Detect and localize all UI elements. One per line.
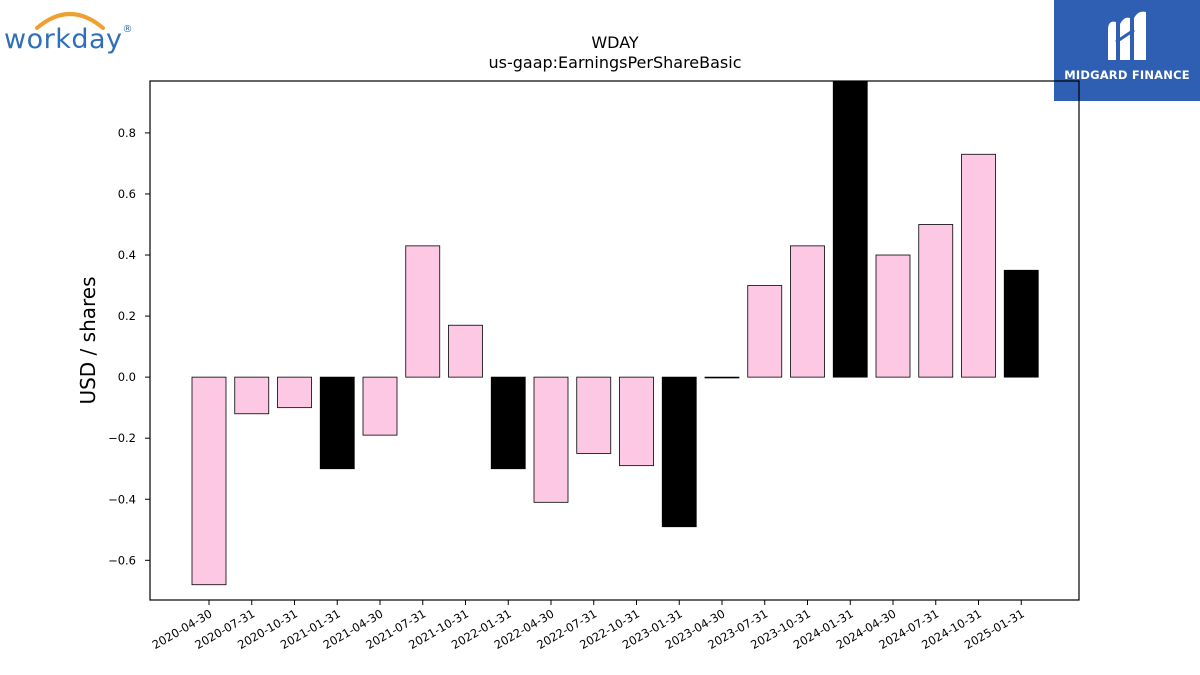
y-tick-label: 0.2: [118, 309, 136, 323]
bar: [319, 376, 355, 470]
workday-logo-text: workday®: [4, 24, 134, 55]
midgard-finance-logo: MIDGARD FINANCE: [1054, 0, 1200, 101]
bar: [747, 285, 783, 378]
bar: [448, 324, 483, 378]
bar: [277, 376, 312, 409]
bar: [961, 153, 996, 378]
chart-title: WDAY: [591, 33, 639, 52]
bar: [619, 376, 654, 467]
chart-subtitle: us-gaap:EarningsPerShareBasic: [488, 53, 741, 72]
y-tick-label: −0.6: [108, 553, 136, 567]
bar: [832, 81, 868, 378]
registered-mark: ®: [122, 24, 134, 35]
workday-logo: workday®: [4, 4, 136, 60]
bar: [704, 376, 740, 379]
bar: [362, 376, 398, 436]
y-tick-label: 0.0: [118, 370, 136, 384]
plot-frame: [149, 80, 1080, 601]
y-tick-label: 0.4: [118, 248, 136, 262]
bar: [490, 376, 526, 470]
bar: [790, 245, 825, 378]
y-tick-label: 0.8: [118, 126, 136, 140]
bar: [661, 376, 697, 528]
y-tick-label: −0.2: [108, 431, 136, 445]
bar: [234, 376, 270, 415]
bar: [576, 376, 612, 454]
midgard-m-icon: [1108, 11, 1146, 61]
bars-layer: [191, 81, 1039, 586]
y-tick-label: 0.6: [118, 187, 136, 201]
workday-arc-icon: [35, 12, 105, 30]
bar: [405, 245, 441, 378]
y-tick-label: −0.4: [108, 492, 136, 506]
bar: [191, 376, 227, 586]
midgard-finance-text: MIDGARD FINANCE: [1064, 68, 1190, 82]
bar: [918, 224, 954, 378]
bar: [875, 254, 911, 378]
bar: [533, 376, 569, 503]
y-axis-label: USD / shares: [76, 276, 100, 404]
bar: [1003, 269, 1039, 378]
